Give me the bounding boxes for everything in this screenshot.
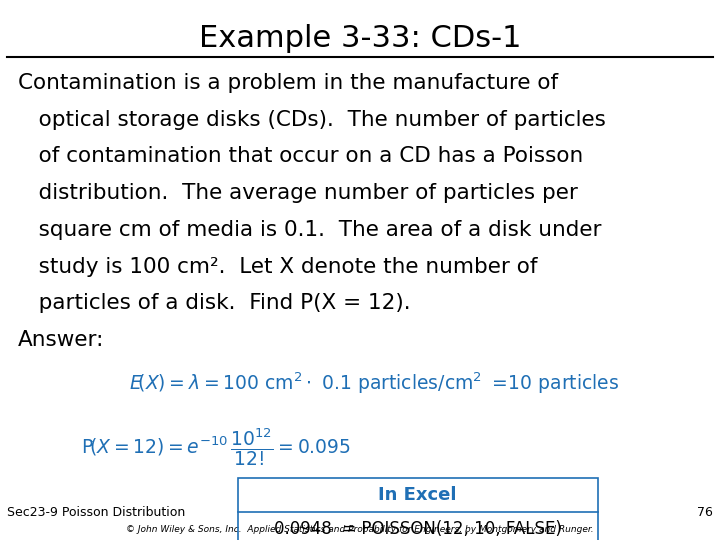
Text: Contamination is a problem in the manufacture of: Contamination is a problem in the manufa…	[18, 73, 558, 93]
Text: 0.0948  = POISSON(12, 10, FALSE): 0.0948 = POISSON(12, 10, FALSE)	[274, 521, 562, 538]
Text: distribution.  The average number of particles per: distribution. The average number of part…	[18, 183, 578, 203]
Text: Example 3-33: CDs-1: Example 3-33: CDs-1	[199, 24, 521, 53]
Text: © John Wiley & Sons, Inc.  Applied Statistics and Probability for Engineers, by : © John Wiley & Sons, Inc. Applied Statis…	[126, 524, 594, 534]
Text: particles of a disk.  Find P(X = 12).: particles of a disk. Find P(X = 12).	[18, 293, 410, 313]
Text: of contamination that occur on a CD has a Poisson: of contamination that occur on a CD has …	[18, 146, 583, 166]
Text: optical storage disks (CDs).  The number of particles: optical storage disks (CDs). The number …	[18, 110, 606, 130]
Text: In Excel: In Excel	[378, 487, 457, 504]
Text: study is 100 cm².  Let X denote the number of: study is 100 cm². Let X denote the numbe…	[18, 256, 538, 276]
Text: square cm of media is 0.1.  The area of a disk under: square cm of media is 0.1. The area of a…	[18, 220, 601, 240]
Text: $\mathrm{P}\!\left(X=12\right)=e^{-10}\,\dfrac{10^{12}}{12!}=0.095$: $\mathrm{P}\!\left(X=12\right)=e^{-10}\,…	[81, 427, 351, 469]
Text: 76: 76	[697, 507, 713, 519]
Text: Sec23-9 Poisson Distribution: Sec23-9 Poisson Distribution	[7, 507, 186, 519]
Text: $E\!\left(X\right)= \lambda =100\ \mathrm{cm}^{2}\cdot\ 0.1\ \mathrm{particles/c: $E\!\left(X\right)= \lambda =100\ \mathr…	[130, 370, 619, 396]
Text: Answer:: Answer:	[18, 330, 104, 350]
